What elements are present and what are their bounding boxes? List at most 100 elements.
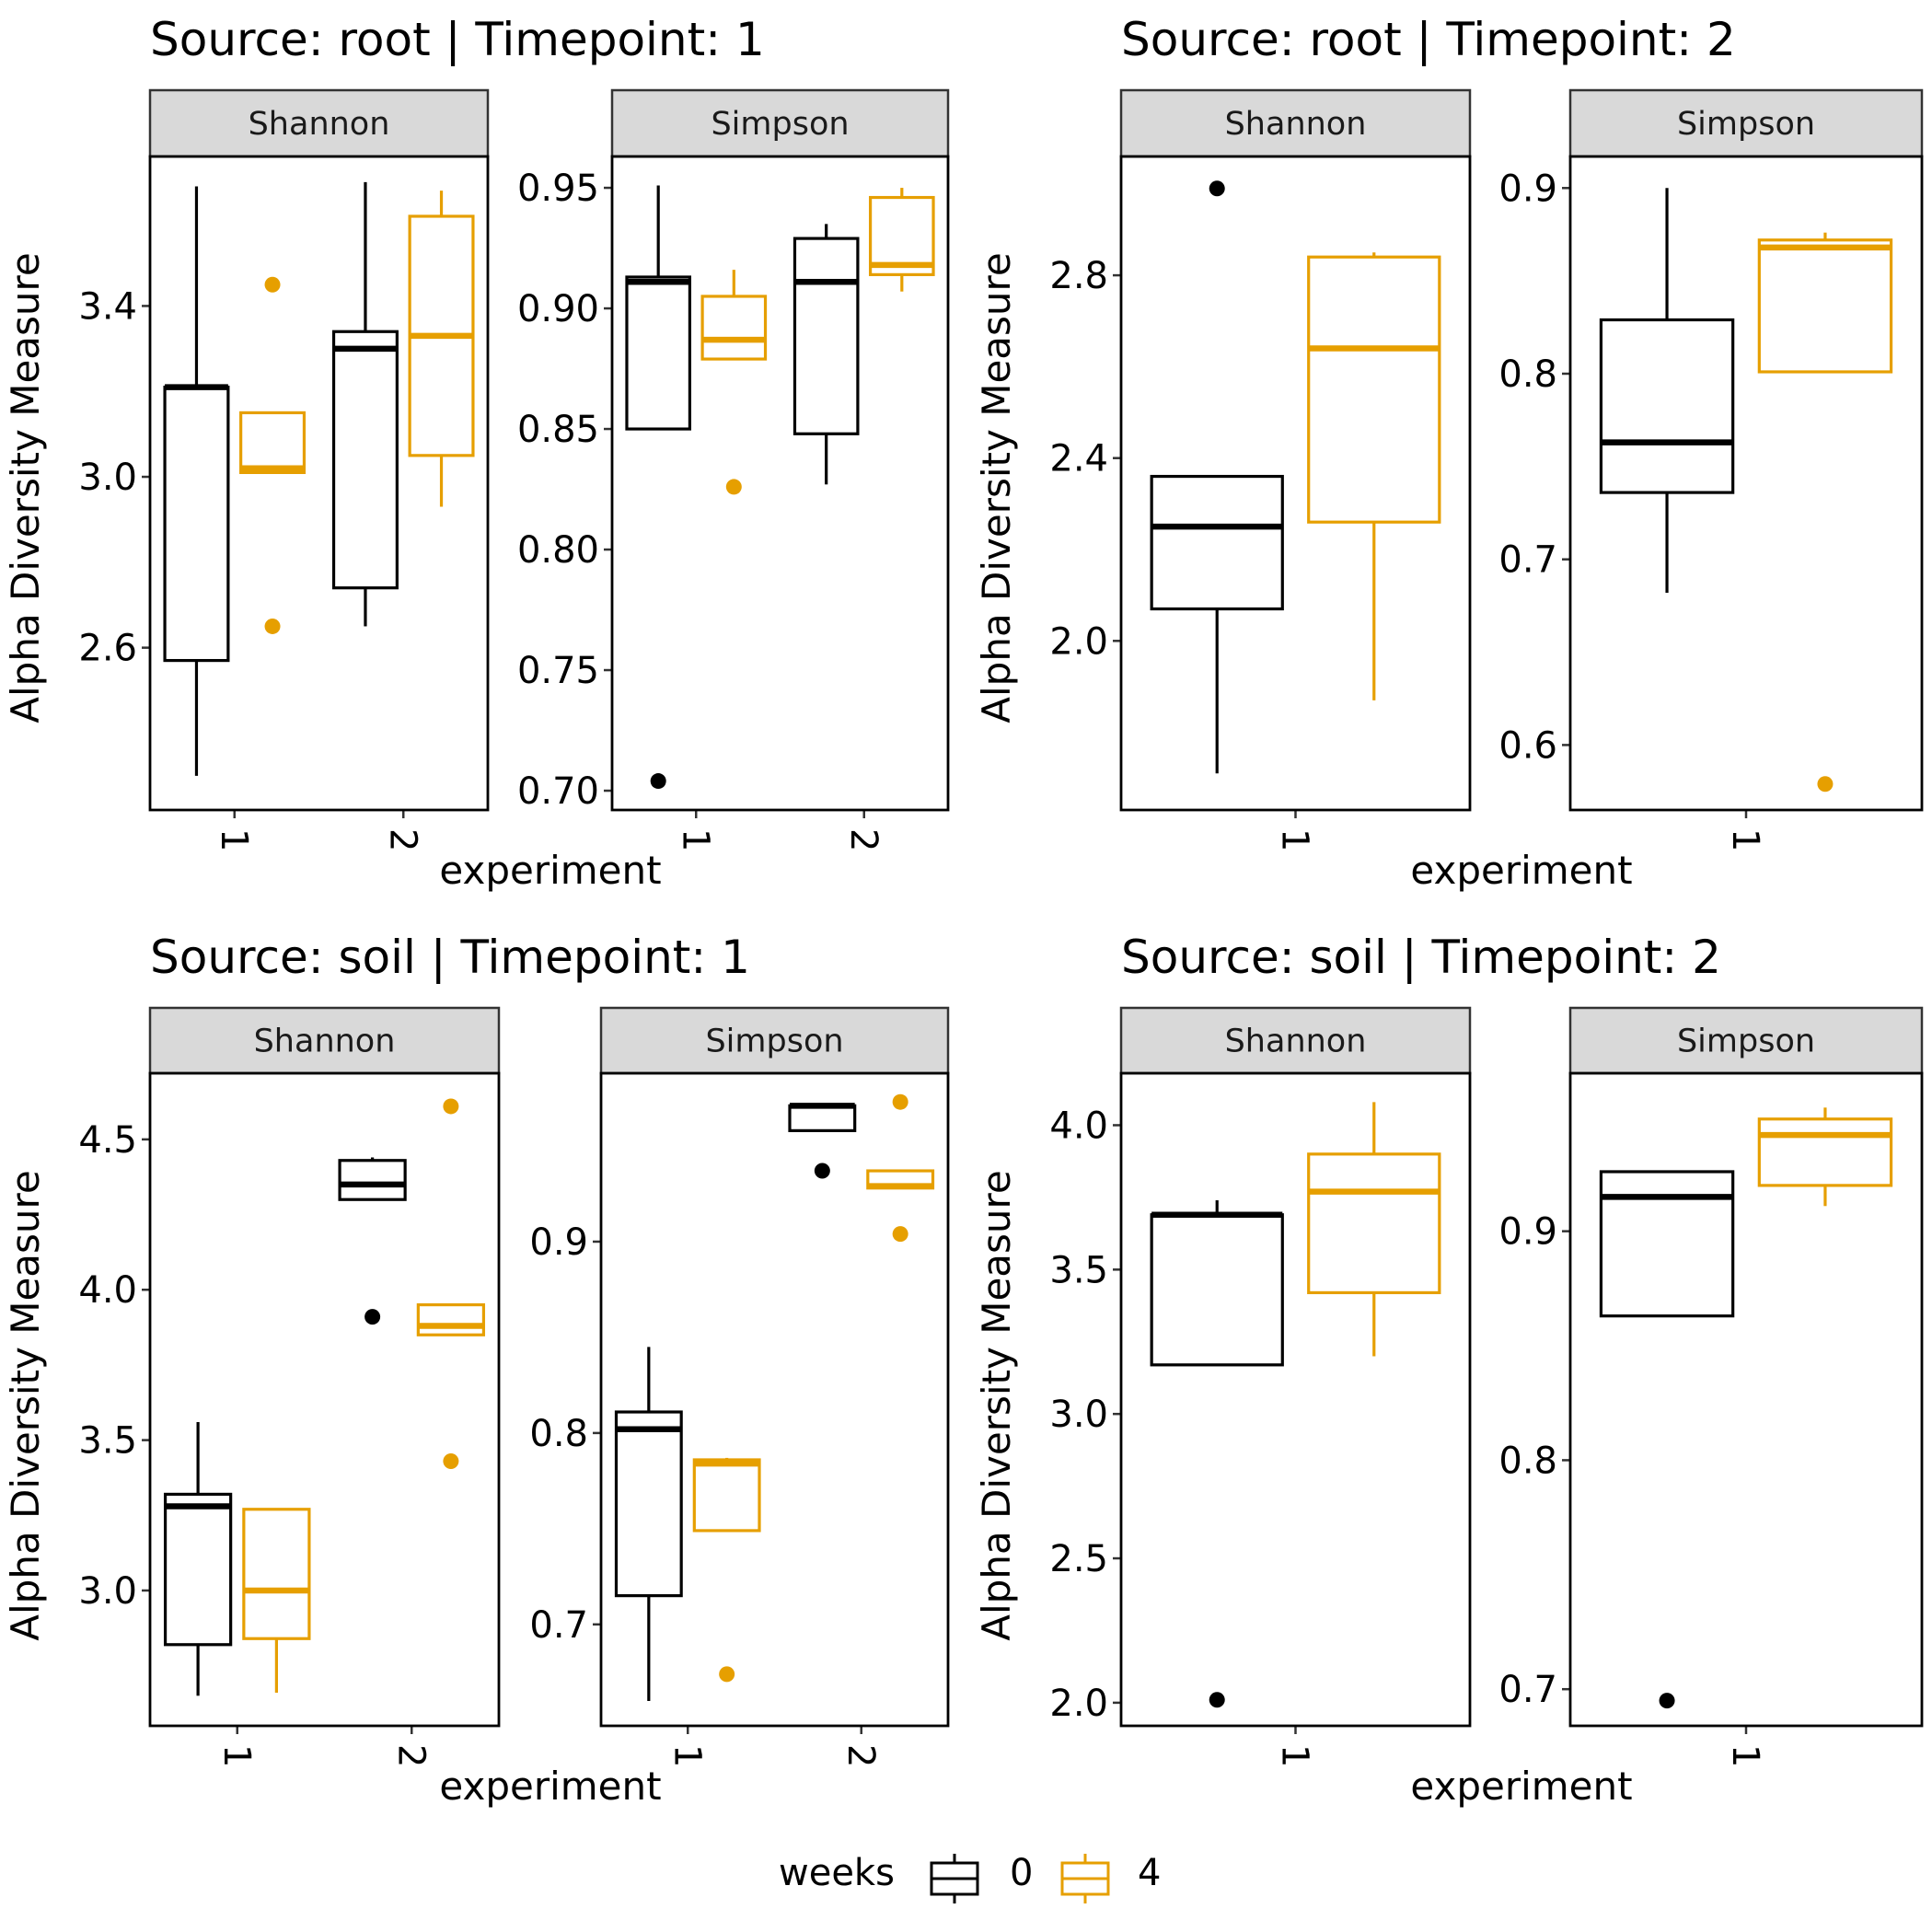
y-tick-label: 0.8 <box>529 1413 588 1455</box>
box-exp1-weeks0 <box>1599 188 1735 594</box>
y-axis-title: Alpha Diversity Measure <box>3 1170 48 1640</box>
box-exp2-weeks4 <box>868 188 935 292</box>
y-tick-label: 4.0 <box>1049 1105 1108 1147</box>
y-tick-label: 0.6 <box>1498 724 1557 767</box>
facet-strip-label: Shannon <box>1225 106 1367 143</box>
box-iqr <box>1599 318 1735 494</box>
box-exp2-weeks0 <box>331 181 399 627</box>
y-tick-label: 3.0 <box>78 1570 137 1613</box>
y-tick-label: 4.5 <box>78 1119 137 1162</box>
box-iqr <box>692 1458 761 1533</box>
box-iqr <box>1150 1213 1284 1367</box>
panel-border <box>1568 155 1924 812</box>
box-iqr <box>1307 255 1441 524</box>
box-exp1-weeks4 <box>239 276 307 634</box>
y-tick-label: 0.80 <box>517 529 599 572</box>
panel-border <box>1119 1071 1472 1728</box>
facet-shannon: Shannon 2.0 2.4 2.8 1 <box>1049 88 1472 851</box>
y-tick-label: 0.70 <box>517 770 599 813</box>
outlier-point <box>650 773 666 790</box>
facet-strip-label: Simpson <box>705 1024 843 1060</box>
box-iqr <box>1150 474 1284 611</box>
box-exp1-weeks4 <box>242 1508 311 1694</box>
box-iqr <box>792 237 860 435</box>
y-tick-label: 3.4 <box>78 285 137 328</box>
box-iqr <box>242 1508 311 1640</box>
x-tick-label: 1 <box>674 828 716 851</box>
x-tick-label: 2 <box>381 828 423 851</box>
y-tick-label: 0.85 <box>517 409 599 451</box>
facet-strip-label: Simpson <box>1677 106 1815 143</box>
x-axis-title: experiment <box>1410 1764 1632 1809</box>
box-exp2-weeks4 <box>408 191 475 507</box>
y-tick-label: 0.9 <box>529 1221 588 1264</box>
facet-strip <box>1568 88 1924 158</box>
facet-strip <box>1119 1006 1472 1075</box>
y-tick-label: 4.0 <box>78 1269 137 1312</box>
x-axis-title: experiment <box>1410 848 1632 893</box>
panel-border <box>610 155 950 812</box>
box-exp2-weeks4 <box>866 1093 935 1243</box>
plot-title: Source: soil | Timepoint: 1 <box>150 931 750 984</box>
box-iqr <box>163 1492 233 1647</box>
x-tick-label: 2 <box>839 1744 882 1767</box>
outlier-point <box>719 1666 735 1683</box>
facet-strip-label: Simpson <box>1677 1024 1815 1060</box>
y-tick-label: 3.5 <box>78 1420 137 1463</box>
panel-border <box>1119 155 1472 812</box>
facet-simpson: Simpson 0.70 0.75 0.80 0.85 0.90 0.95 1 2 <box>517 88 950 851</box>
x-axis-title: experiment <box>439 1764 661 1809</box>
box-exp1-weeks0 <box>163 1422 233 1696</box>
y-tick-label: 0.8 <box>1498 353 1557 396</box>
facet-simpson: Simpson 0.6 0.7 0.8 0.9 1 <box>1498 88 1924 851</box>
x-tick-label: 1 <box>665 1744 708 1767</box>
panel-border <box>148 1071 501 1728</box>
box-iqr <box>1757 238 1893 374</box>
x-tick-label: 2 <box>842 828 885 851</box>
legend: weeks 0 4 <box>779 1852 1161 1903</box>
outlier-point <box>443 1098 459 1115</box>
box-iqr <box>1757 1117 1893 1187</box>
plot-source-root-timepoint-1: Source: root | Timepoint: 1 experiment Alp… <box>3 13 950 893</box>
facet-strip <box>1568 1006 1924 1075</box>
facet-strip-label: Shannon <box>254 1024 396 1060</box>
box-iqr <box>331 330 399 590</box>
box-iqr <box>788 1104 857 1132</box>
outlier-point <box>264 276 281 293</box>
legend-key-0 <box>930 1854 979 1903</box>
box-exp1-weeks0 <box>625 185 692 790</box>
y-tick-label: 0.7 <box>529 1604 588 1647</box>
box-exp1-weeks4 <box>692 1457 761 1683</box>
y-tick-label: 0.90 <box>517 288 599 330</box>
facet-strip <box>1119 88 1472 158</box>
facet-strip-label: Shannon <box>1225 1024 1367 1060</box>
legend-label-0: 0 <box>1010 1852 1033 1894</box>
panel-border <box>599 1071 950 1728</box>
panel-border <box>1568 1071 1924 1728</box>
outlier-point <box>814 1163 830 1179</box>
box-exp1-weeks0 <box>1599 1170 1735 1709</box>
outlier-point <box>1817 776 1834 792</box>
box-iqr <box>614 1410 683 1598</box>
outlier-point <box>1209 1692 1225 1708</box>
facet-simpson: Simpson 0.7 0.8 0.9 1 <box>1498 1006 1924 1767</box>
facet-strip <box>148 88 490 158</box>
box-iqr <box>338 1159 407 1201</box>
legend-title: weeks <box>779 1852 895 1894</box>
box-exp1-weeks4 <box>1757 232 1893 792</box>
y-tick-label: 0.9 <box>1498 1211 1557 1254</box>
chart-root: Source: root | Timepoint: 1 experiment Alp… <box>3 13 1924 1809</box>
facet-strip <box>610 88 950 158</box>
box-iqr <box>163 385 230 663</box>
box-exp1-weeks0 <box>1150 1200 1284 1708</box>
facet-strip-label: Shannon <box>249 106 390 143</box>
outlier-point <box>364 1309 381 1325</box>
y-tick-label: 3.5 <box>1049 1249 1108 1291</box>
x-tick-label: 1 <box>215 1744 258 1767</box>
facet-strip <box>599 1006 950 1075</box>
outlier-point <box>892 1093 908 1110</box>
x-tick-label: 1 <box>1724 1744 1766 1767</box>
x-tick-label: 1 <box>213 828 255 851</box>
y-tick-label: 2.6 <box>78 628 137 670</box>
box-iqr <box>868 195 935 276</box>
